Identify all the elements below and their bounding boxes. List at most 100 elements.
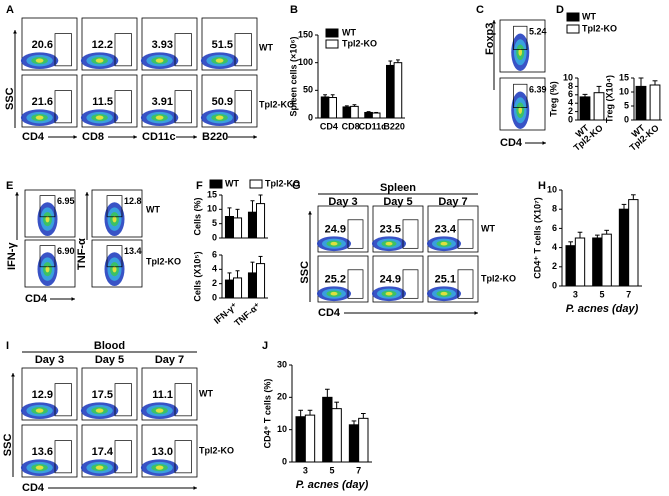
- column-label: Day 7: [438, 196, 467, 208]
- gate: [234, 33, 252, 67]
- panel-label: I: [6, 340, 9, 352]
- y-tick-label: 0: [308, 112, 313, 122]
- row-label: Tpl2-KO: [481, 273, 516, 283]
- y-tick-label: 6: [212, 249, 217, 259]
- cell-population: [155, 115, 164, 120]
- gate: [347, 219, 364, 249]
- y-tick-label: 0: [212, 232, 217, 242]
- gate-percent: 11.5: [92, 96, 113, 108]
- y-tick-label: 10: [277, 424, 287, 434]
- x-axis-label: CD4: [22, 131, 45, 143]
- gate-percent: 12.9: [32, 389, 53, 401]
- gate-percent: 25.1: [435, 274, 456, 286]
- x-tick-label: 7: [626, 289, 631, 299]
- panel-header: Spleen: [380, 182, 416, 194]
- gate-percent: 3.91: [152, 96, 173, 108]
- y-tick-label: 0: [624, 114, 629, 124]
- bar: [320, 96, 330, 119]
- gate: [54, 33, 72, 67]
- x-tick-label: B220: [383, 121, 405, 131]
- x-tick-label: 5: [329, 465, 334, 475]
- x-tick-label: TNF-α⁺: [232, 301, 262, 329]
- gate: [114, 33, 132, 67]
- bar: [358, 417, 369, 463]
- panel-label: G: [292, 180, 301, 192]
- y-tick-label: 0: [282, 456, 287, 466]
- arrow-head: [193, 135, 197, 139]
- legend-swatch: [325, 39, 339, 49]
- cell-population: [112, 265, 117, 273]
- cell-population: [95, 408, 104, 413]
- y-tick-label: 0: [568, 114, 573, 124]
- bar: [247, 211, 257, 239]
- bar: [331, 408, 342, 463]
- x-axis-label: CD4: [22, 482, 45, 494]
- y-tick-label: 20: [277, 392, 287, 402]
- y-axis-label: IFN-γ: [6, 242, 18, 270]
- bar: [328, 97, 337, 119]
- x-tick-label: Tpl2-KO: [572, 123, 605, 153]
- legend-swatch: [325, 28, 339, 38]
- x-tick-label: CD4: [320, 121, 338, 131]
- gate: [54, 440, 72, 474]
- y-tick-label: 0: [212, 292, 217, 302]
- y-axis-label: CD4⁺ T cells (X10⁷): [532, 197, 542, 279]
- gate-percent: 24.9: [325, 224, 346, 236]
- gate: [114, 440, 132, 474]
- arrow-head: [308, 211, 312, 215]
- y-tick-label: 15: [619, 72, 629, 82]
- cell-population: [440, 241, 448, 246]
- panel-label: D: [556, 4, 564, 16]
- bar: [233, 277, 243, 299]
- cell-population: [385, 291, 393, 296]
- gate: [234, 90, 252, 124]
- gate-percent: 50.9: [212, 96, 233, 108]
- y-tick-label: 4: [568, 98, 573, 108]
- cell-population: [45, 265, 50, 273]
- gate-percent: 12.8: [124, 196, 142, 206]
- y-tick-label: 6: [552, 223, 557, 233]
- gate-percent: 5.24: [529, 27, 547, 37]
- y-tick-label: 10: [563, 72, 573, 82]
- y-axis-label: Treg (%): [548, 81, 558, 117]
- legend-swatch: [566, 12, 580, 22]
- cell-population: [215, 58, 224, 63]
- gate: [174, 383, 192, 417]
- bar: [628, 199, 639, 287]
- gate-percent: 25.2: [325, 274, 346, 286]
- cell-population: [35, 115, 44, 120]
- bar: [348, 424, 360, 463]
- x-axis-label: CD4: [318, 307, 341, 319]
- row-label: WT: [146, 204, 160, 214]
- legend-label: WT: [225, 178, 239, 188]
- y-tick-label: 5: [212, 218, 217, 228]
- cell-population: [35, 408, 44, 413]
- bar: [364, 111, 373, 119]
- row-label: Tpl2-KO: [146, 256, 181, 266]
- cell-population: [95, 465, 104, 470]
- y-axis-label: Cells (X10⁵): [192, 251, 202, 301]
- arrow-head: [253, 135, 257, 139]
- x-axis-label: CD11c: [142, 131, 176, 143]
- gate-percent: 6.95: [57, 196, 75, 206]
- y-axis-label: SSC: [2, 434, 14, 457]
- bar: [224, 216, 234, 239]
- gate: [174, 33, 192, 67]
- bar: [593, 92, 605, 121]
- gate-percent: 11.1: [152, 389, 173, 401]
- y-tick-label: 6: [568, 89, 573, 99]
- bar: [322, 396, 333, 463]
- bar: [295, 416, 306, 463]
- panel-label: H: [538, 180, 546, 192]
- gate-percent: 21.6: [32, 96, 53, 108]
- x-tick-label: Tpl2-KO: [628, 123, 661, 153]
- arrow-head: [133, 135, 137, 139]
- gate-percent: 24.9: [380, 274, 401, 286]
- y-tick-label: 0: [552, 280, 557, 290]
- cell-population: [95, 58, 104, 63]
- gate: [106, 195, 123, 218]
- bar: [304, 414, 316, 463]
- cell-population: [330, 291, 338, 296]
- gate: [347, 269, 364, 299]
